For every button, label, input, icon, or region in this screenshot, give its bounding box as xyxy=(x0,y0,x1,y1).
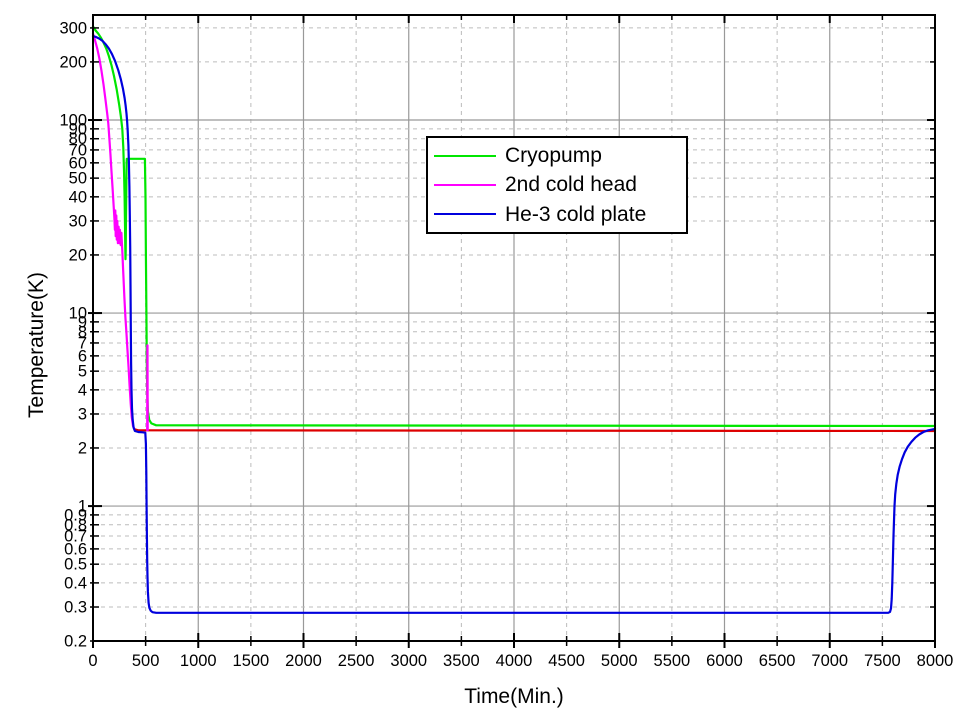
y-tick-label: 90 xyxy=(69,120,87,138)
y-tick-label: 6 xyxy=(78,347,87,365)
y-tick-label: 2 xyxy=(78,439,87,457)
x-tick-label: 5000 xyxy=(601,652,638,670)
y-tick-label: 0.6 xyxy=(64,540,87,558)
y-tick-label: 0.9 xyxy=(64,506,87,524)
x-tick-label: 500 xyxy=(132,652,160,670)
x-tick-label: 6000 xyxy=(706,652,743,670)
x-tick-label: 6500 xyxy=(759,652,796,670)
y-tick-label: 0.5 xyxy=(64,556,87,574)
y-tick-label: 0.4 xyxy=(64,574,87,592)
y-tick-label: 60 xyxy=(69,154,87,172)
legend-item-he3-cold-plate: He-3 cold plate xyxy=(434,204,680,225)
x-tick-label: 7000 xyxy=(811,652,848,670)
he3-cold-plate-line-swatch xyxy=(434,213,496,216)
legend-item-cryopump: Cryopump xyxy=(434,145,680,166)
y-tick-label: 10 xyxy=(69,305,87,323)
legend-label: He-3 cold plate xyxy=(505,202,647,226)
y-tick-label: 200 xyxy=(59,53,87,71)
series-he-3-cold-plate-line xyxy=(91,35,937,614)
y-tick-label: 0.7 xyxy=(64,527,87,545)
y-tick-label: 30 xyxy=(69,212,87,230)
y-tick-label: 80 xyxy=(69,130,87,148)
legend-item-2nd-cold-head: 2nd cold head xyxy=(434,174,680,195)
y-tick-label: 70 xyxy=(69,141,87,159)
y-tick-label: 40 xyxy=(69,188,87,206)
series-2nd-cold-head-seg1-line xyxy=(91,32,136,431)
y-tick-label: 9 xyxy=(78,313,87,331)
legend-label: Cryopump xyxy=(505,144,602,168)
x-tick-label: 1500 xyxy=(233,652,270,670)
x-tick-label: 3000 xyxy=(390,652,427,670)
series-2nd-cold-head-seg3-line xyxy=(146,344,149,432)
x-tick-label: 0 xyxy=(88,652,97,670)
y-tick-label: 100 xyxy=(59,112,87,130)
x-tick-label: 2000 xyxy=(285,652,322,670)
y-tick-label: 0.2 xyxy=(64,633,87,651)
y-axis-title: Temperature(K) xyxy=(25,272,48,418)
second-cold-head-line-swatch xyxy=(434,183,496,186)
x-tick-label: 7500 xyxy=(864,652,901,670)
x-tick-label: 8000 xyxy=(917,652,954,670)
cryopump-line-swatch xyxy=(434,154,496,157)
legend-label: 2nd cold head xyxy=(505,173,637,197)
x-tick-label: 4000 xyxy=(496,652,533,670)
y-tick-label: 7 xyxy=(78,334,87,352)
y-tick-label: 4 xyxy=(78,381,87,399)
y-tick-label: 5 xyxy=(78,363,87,381)
y-tick-label: 20 xyxy=(69,246,87,264)
series-2nd-cold-head-seg2-line xyxy=(133,428,937,433)
x-tick-label: 1000 xyxy=(180,652,217,670)
y-tick-label: 8 xyxy=(78,323,87,341)
y-tick-label: 1 xyxy=(78,498,87,516)
y-tick-label: 3 xyxy=(78,405,87,423)
legend-box: Cryopump 2nd cold head He-3 cold plate xyxy=(426,136,688,234)
y-tick-label: 0.3 xyxy=(64,599,87,617)
x-tick-label: 3500 xyxy=(443,652,480,670)
x-tick-label: 4500 xyxy=(548,652,585,670)
x-tick-label: 2500 xyxy=(338,652,375,670)
y-tick-label: 50 xyxy=(69,170,87,188)
x-tick-label: 5500 xyxy=(654,652,691,670)
y-tick-label: 0.8 xyxy=(64,516,87,534)
x-axis-title: Time(Min.) xyxy=(464,685,564,708)
y-tick-label: 300 xyxy=(59,19,87,37)
